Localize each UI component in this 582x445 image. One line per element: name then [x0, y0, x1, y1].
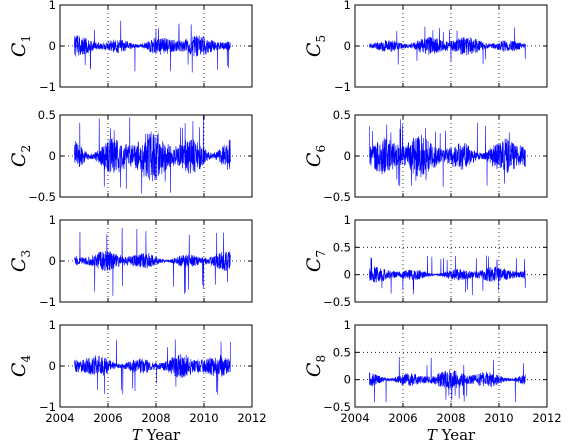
subplot-c6: 0.5 0 −0.5 C6	[303, 108, 548, 204]
y-label-symbol: C	[8, 152, 30, 167]
series-line-c3	[74, 227, 231, 296]
subplot-c5: 1 0 −1 C5	[303, 0, 548, 94]
y-tick-label: 1	[344, 213, 351, 227]
y-tick-label: −1	[39, 400, 56, 414]
y-label-symbol: C	[8, 362, 30, 377]
y-label-subscript: 7	[314, 250, 328, 258]
x-tick-label: 2008	[436, 411, 465, 425]
y-tick-label: −0.5	[323, 295, 351, 309]
y-tick-label: 1	[49, 213, 56, 227]
y-tick-label: 1	[49, 318, 56, 332]
subplot-c1: 10−1C1	[8, 0, 253, 94]
series-line-c7	[369, 255, 526, 296]
y-label-symbol: C	[303, 152, 325, 167]
y-axis-label: C7	[303, 250, 328, 272]
y-label-symbol: C	[303, 362, 325, 377]
y-tick-label: −1	[39, 80, 56, 94]
x-tick-label: 2004	[45, 411, 74, 425]
y-label-subscript: 8	[314, 355, 328, 363]
y-tick-label: −0.5	[28, 190, 56, 204]
x-axis-var: T	[427, 426, 438, 444]
y-label-symbol: C	[8, 42, 30, 57]
series-line-c8	[369, 356, 526, 403]
y-tick-label: 1	[49, 0, 56, 12]
y-label-subscript: 5	[314, 35, 328, 43]
y-tick-label: 0	[344, 149, 351, 163]
x-tick-label: 2010	[484, 411, 513, 425]
y-axis-label: C6	[303, 145, 328, 167]
y-tick-label: −0.5	[323, 190, 351, 204]
y-label-subscript: 2	[19, 145, 33, 153]
x-axis-label: T Year	[132, 426, 181, 444]
y-tick-label: 0	[49, 254, 56, 268]
y-axis-label: C2	[8, 145, 33, 167]
y-label-subscript: 6	[314, 145, 328, 153]
x-axis-var: T	[132, 426, 143, 444]
y-label-symbol: C	[303, 257, 325, 272]
subplot-c3: 1 0 −1 C3	[8, 213, 253, 309]
y-tick-label: 0.5	[38, 108, 56, 122]
y-tick-label: 0	[49, 359, 56, 373]
series-line-c2	[74, 115, 231, 194]
x-axis-word: Year	[437, 426, 476, 444]
x-axis-label: T Year	[427, 426, 476, 444]
series-line-c6	[369, 119, 526, 187]
y-tick-label: −0.5	[323, 400, 351, 414]
y-tick-label: −1	[39, 295, 56, 309]
y-tick-label: 0.5	[333, 108, 351, 122]
series-line-c4	[74, 339, 231, 395]
y-axis-label: C3	[8, 250, 33, 272]
y-tick-label: 0	[49, 149, 56, 163]
x-axis-word: Year	[142, 426, 181, 444]
y-axis-label: C1	[8, 35, 33, 57]
y-axis-label: C8	[303, 355, 328, 377]
y-label-subscript: 1	[19, 35, 33, 43]
y-tick-label: 0.5	[333, 240, 351, 254]
x-tick-label: 2004	[340, 411, 369, 425]
series-line-c5	[369, 26, 526, 65]
x-tick-label: 2008	[141, 411, 170, 425]
series-line-c1	[74, 20, 231, 73]
y-tick-label: 0.5	[333, 345, 351, 359]
y-tick-label: 0	[344, 268, 351, 282]
x-tick-label: 2012	[532, 411, 561, 425]
y-tick-label: 0	[344, 39, 351, 53]
y-label-subscript: 4	[19, 355, 33, 363]
y-tick-label: 0	[49, 39, 56, 53]
y-tick-label: 1	[344, 318, 351, 332]
y-axis-label: C4	[8, 355, 33, 378]
y-axis-label: C5	[303, 35, 328, 57]
y-label-symbol: C	[8, 257, 30, 272]
subplot-c7: 1 0.5 0 −0.5 C7	[303, 213, 548, 309]
y-label-symbol: C	[303, 42, 325, 57]
y-tick-label: 1	[344, 0, 351, 12]
x-tick-label: 2006	[388, 411, 417, 425]
x-tick-label: 2006	[93, 411, 122, 425]
x-tick-label: 2012	[237, 411, 266, 425]
y-label-subscript: 3	[19, 250, 33, 258]
y-tick-label: −1	[334, 80, 351, 94]
x-tick-label: 2010	[189, 411, 218, 425]
y-tick-label: 0	[344, 373, 351, 387]
subplot-c2: 0.5 0 −0.5 C2	[8, 108, 253, 204]
